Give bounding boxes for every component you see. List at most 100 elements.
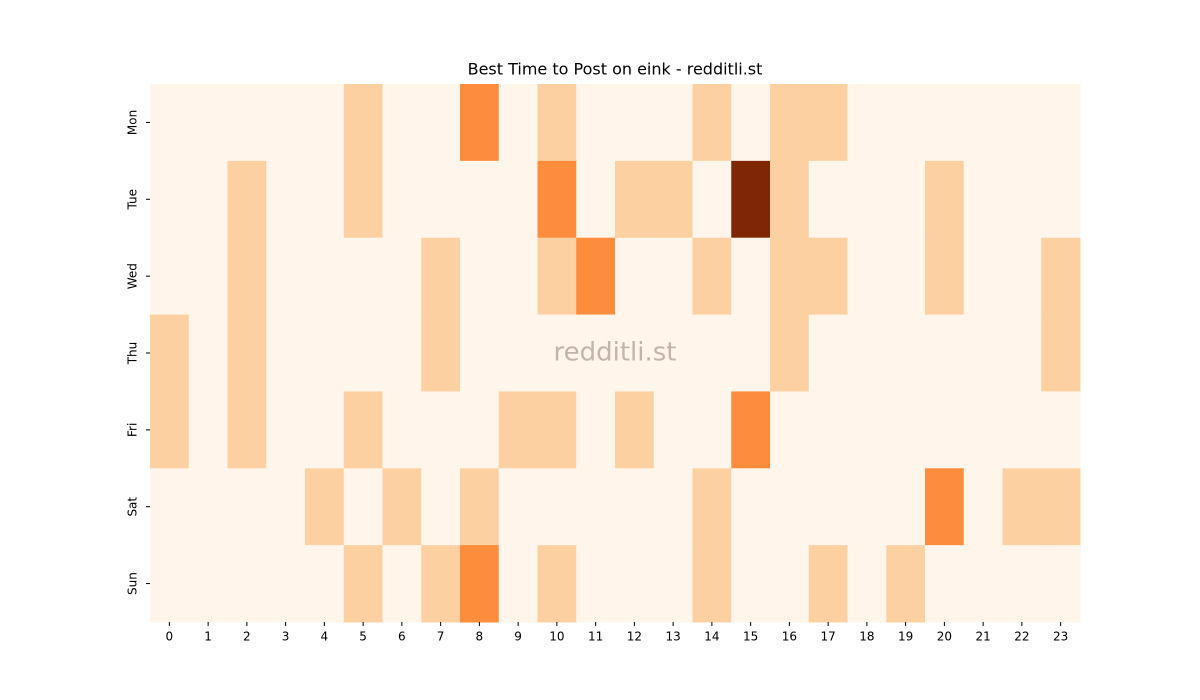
- heat-cell: [692, 468, 732, 546]
- heat-cell: [188, 160, 228, 239]
- heat-cell: [537, 545, 577, 623]
- heat-cell: [537, 160, 577, 239]
- heat-cell: [1002, 314, 1042, 392]
- heat-cell: [1002, 391, 1042, 469]
- heat-cell: [382, 391, 422, 469]
- heat-cell: [731, 84, 771, 162]
- heat-cell: [692, 160, 732, 239]
- heat-cell: [847, 314, 887, 392]
- heat-cell: [770, 391, 810, 469]
- heat-cell: [731, 391, 771, 469]
- heat-cell: [305, 468, 345, 546]
- x-tick-label: 13: [665, 630, 680, 644]
- heat-cell: [227, 545, 267, 623]
- heat-cell: [537, 314, 577, 392]
- heat-cell: [731, 468, 771, 546]
- heat-cell: [150, 391, 190, 469]
- heat-cell: [731, 237, 771, 316]
- heat-cell: [770, 84, 810, 162]
- heat-cell: [305, 545, 345, 623]
- heat-cell: [498, 468, 538, 546]
- heat-cell: [421, 545, 461, 623]
- y-tick-label: Sun: [126, 572, 140, 595]
- heat-cell: [537, 468, 577, 546]
- heat-cell: [615, 545, 655, 623]
- heat-cell: [886, 314, 926, 392]
- heat-cell: [615, 160, 655, 239]
- heat-cell: [343, 84, 383, 162]
- y-tick-label: Fri: [126, 423, 140, 437]
- heat-cell: [770, 468, 810, 546]
- y-tick-label: Thu: [126, 342, 140, 366]
- heat-cell: [847, 237, 887, 316]
- heat-cell: [1041, 545, 1081, 623]
- heat-cell: [886, 391, 926, 469]
- heat-cell: [847, 391, 887, 469]
- y-tick-label: Sat: [126, 497, 140, 517]
- heat-cell: [382, 314, 422, 392]
- heat-cell: [421, 468, 461, 546]
- heat-cell: [808, 391, 848, 469]
- heat-cell: [188, 237, 228, 316]
- heat-cell: [1002, 468, 1042, 546]
- heat-cell: [925, 160, 965, 239]
- heat-cell: [150, 160, 190, 239]
- heat-cell: [1041, 468, 1081, 546]
- heat-cell: [1002, 84, 1042, 162]
- heat-cell: [266, 545, 306, 623]
- heat-cell: [305, 84, 345, 162]
- heat-cell: [576, 237, 616, 316]
- heat-cell: [382, 237, 422, 316]
- heat-cell: [227, 237, 267, 316]
- heat-cell: [808, 314, 848, 392]
- heat-cell: [188, 391, 228, 469]
- heat-cell: [382, 84, 422, 162]
- x-tick-label: 20: [937, 630, 952, 644]
- heat-cell: [227, 391, 267, 469]
- heat-cell: [963, 314, 1003, 392]
- heat-cell: [266, 391, 306, 469]
- heat-cell: [421, 237, 461, 316]
- heat-cell: [382, 545, 422, 623]
- heat-cell: [227, 468, 267, 546]
- heat-cell: [460, 391, 500, 469]
- x-tick-label: 11: [588, 630, 603, 644]
- heat-cell: [847, 468, 887, 546]
- heat-cell: [731, 545, 771, 623]
- heat-cell: [963, 391, 1003, 469]
- heat-cell: [653, 391, 693, 469]
- heat-cell: [382, 160, 422, 239]
- heat-cell: [1041, 314, 1081, 392]
- heat-cell: [1041, 84, 1081, 162]
- heat-cell: [576, 391, 616, 469]
- x-tick-label: 23: [1053, 630, 1068, 644]
- heat-cell: [460, 545, 500, 623]
- heat-cell: [731, 314, 771, 392]
- heat-cell: [421, 391, 461, 469]
- heat-cell: [808, 84, 848, 162]
- heat-cell: [460, 237, 500, 316]
- x-tick-label: 5: [359, 630, 367, 644]
- heat-cell: [537, 84, 577, 162]
- x-tick-label: 12: [627, 630, 642, 644]
- heat-cell: [150, 545, 190, 623]
- heat-cell: [421, 84, 461, 162]
- x-tick-label: 18: [859, 630, 874, 644]
- heat-cell: [653, 545, 693, 623]
- x-tick-label: 17: [820, 630, 835, 644]
- heat-cell: [847, 84, 887, 162]
- heat-cell: [615, 237, 655, 316]
- heat-cell: [615, 314, 655, 392]
- heat-cell: [421, 314, 461, 392]
- heat-cell: [963, 237, 1003, 316]
- heat-cell: [615, 84, 655, 162]
- heat-cell: [692, 545, 732, 623]
- heat-cell: [460, 84, 500, 162]
- heat-cell: [227, 84, 267, 162]
- heat-cell: [150, 314, 190, 392]
- heat-cell: [963, 160, 1003, 239]
- heat-cell: [1041, 160, 1081, 239]
- heat-cell: [227, 160, 267, 239]
- heat-cell: [266, 468, 306, 546]
- heat-cell: [615, 391, 655, 469]
